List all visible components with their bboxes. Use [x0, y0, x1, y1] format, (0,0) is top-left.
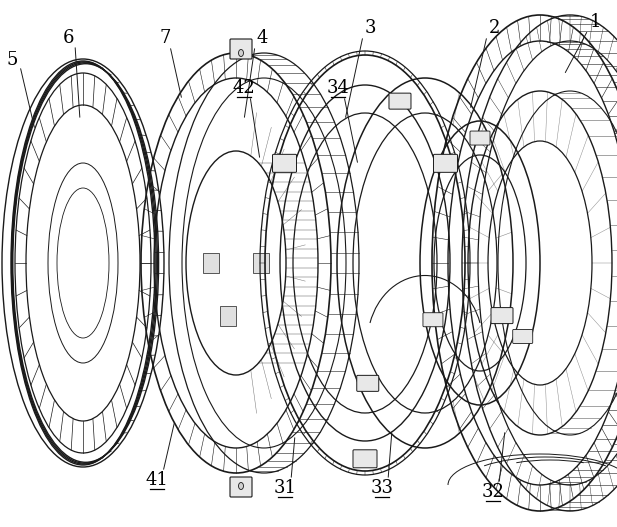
Text: 41: 41 [146, 471, 168, 489]
FancyBboxPatch shape [389, 93, 411, 109]
Ellipse shape [239, 50, 244, 56]
FancyBboxPatch shape [230, 477, 252, 497]
FancyBboxPatch shape [491, 308, 513, 324]
FancyBboxPatch shape [470, 131, 490, 145]
FancyBboxPatch shape [423, 313, 443, 327]
Text: 6: 6 [62, 29, 74, 47]
Text: 42: 42 [233, 79, 255, 97]
Text: 32: 32 [481, 483, 505, 501]
Text: 7: 7 [159, 29, 171, 47]
Text: 4: 4 [256, 29, 268, 47]
FancyBboxPatch shape [513, 329, 532, 344]
Text: 2: 2 [488, 19, 500, 37]
Text: 5: 5 [6, 51, 18, 69]
Text: 3: 3 [364, 19, 376, 37]
Text: 33: 33 [370, 479, 394, 497]
Bar [253, 253, 269, 273]
FancyBboxPatch shape [357, 375, 379, 392]
Bar [220, 306, 236, 326]
FancyBboxPatch shape [230, 39, 252, 59]
Text: 1: 1 [590, 13, 602, 31]
FancyBboxPatch shape [434, 154, 457, 172]
Ellipse shape [239, 483, 244, 490]
Text: 31: 31 [273, 479, 297, 497]
FancyBboxPatch shape [273, 154, 297, 172]
Bar [203, 253, 219, 273]
FancyBboxPatch shape [353, 450, 377, 468]
Text: 34: 34 [326, 79, 349, 97]
